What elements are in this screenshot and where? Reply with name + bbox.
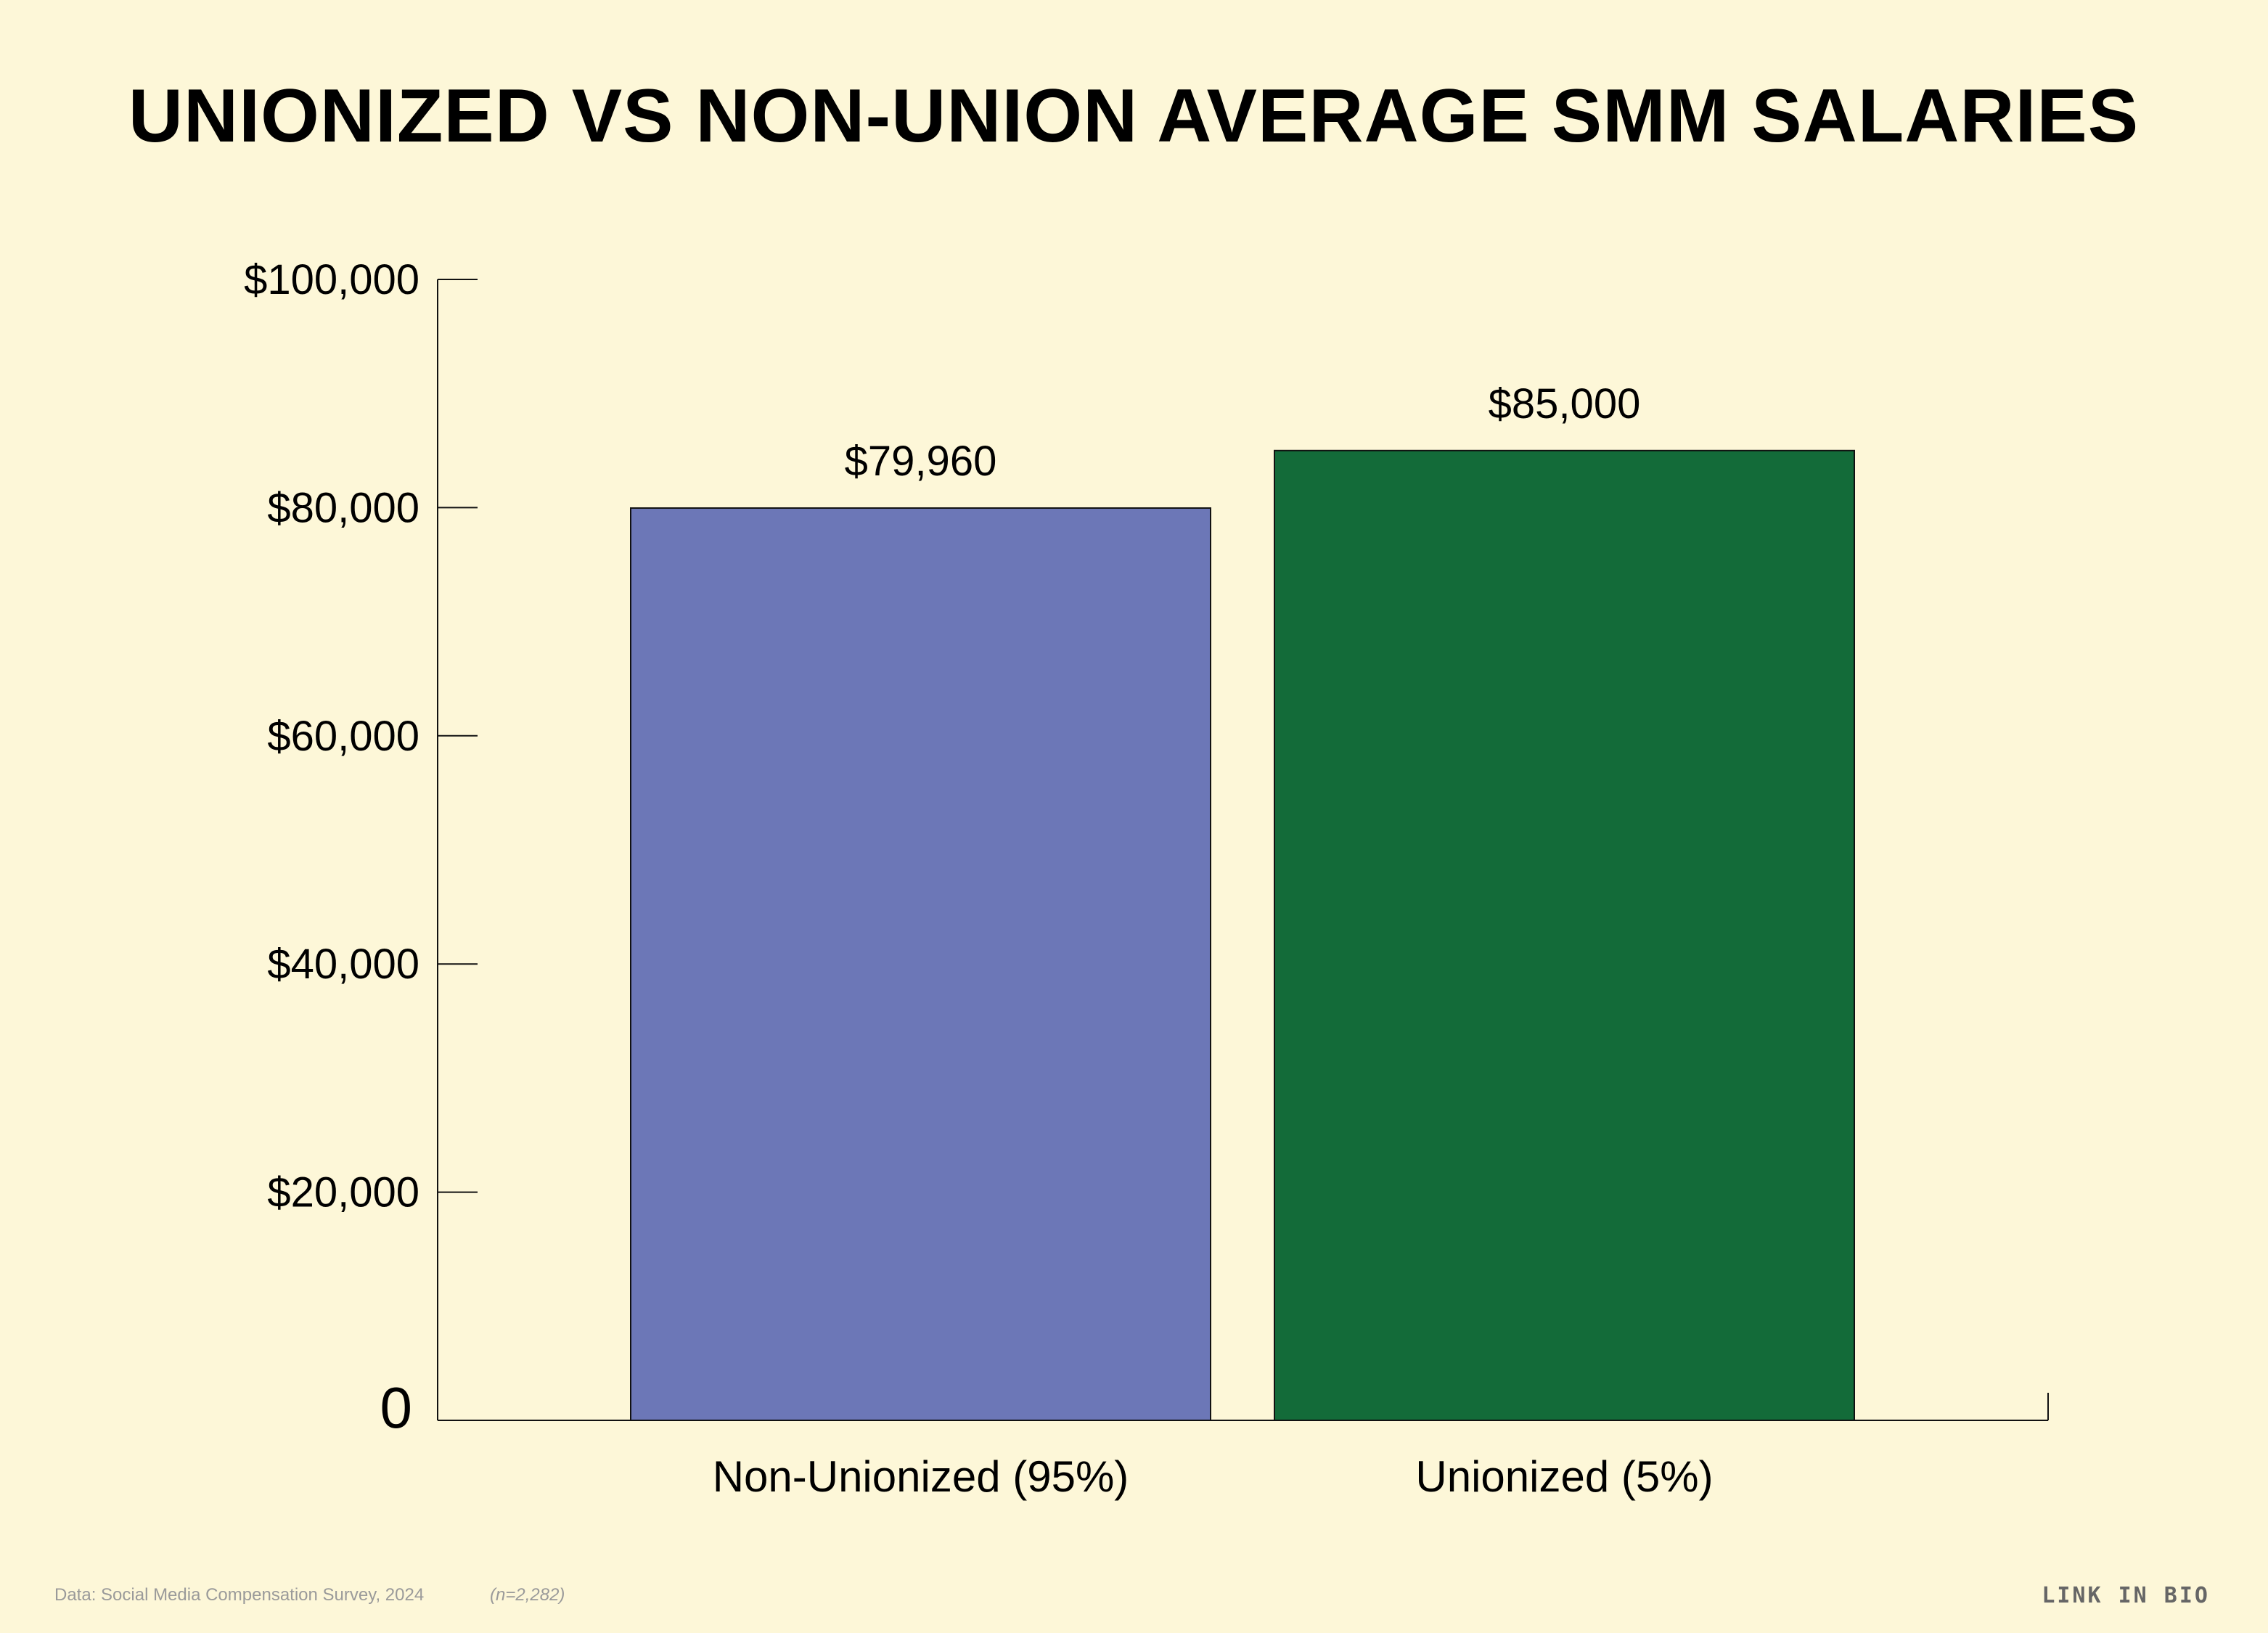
y-axis-ticks: 0 $20,000 $40,000 $60,000 $80,000 $100,000 [244,256,478,1440]
sample-size-note: (n=2,282) [490,1585,565,1605]
chart-labels: $79,960 Non-Unionized (95%) $85,000 Unioniz… [713,380,1714,1501]
y-tick-label-2: $20,000 [267,1169,419,1216]
y-tick-label-1: 0 [380,1375,413,1440]
chart-title: UNIONIZED VS NON-UNION AVERAGE SMM SALAR… [128,74,2139,158]
bar-1 [630,507,1211,1421]
x-tick-label-1: Non-Unionized (95%) [713,1452,1129,1501]
y-tick-label-6: $100,000 [244,256,419,303]
brand-logo: LINK IN BIO [2042,1583,2210,1608]
data-label-2: $85,000 [1489,380,1641,427]
chart-bars [630,449,1855,1421]
x-tick-label-2: Unionized (5%) [1415,1452,1713,1501]
source-note: Data: Social Media Compensation Survey, … [54,1585,424,1605]
y-tick-label-3: $40,000 [267,941,419,988]
bar-2 [1274,449,1855,1421]
data-label-1: $79,960 [845,438,997,485]
y-tick-label-5: $80,000 [267,484,419,531]
y-tick-label-4: $60,000 [267,713,419,760]
